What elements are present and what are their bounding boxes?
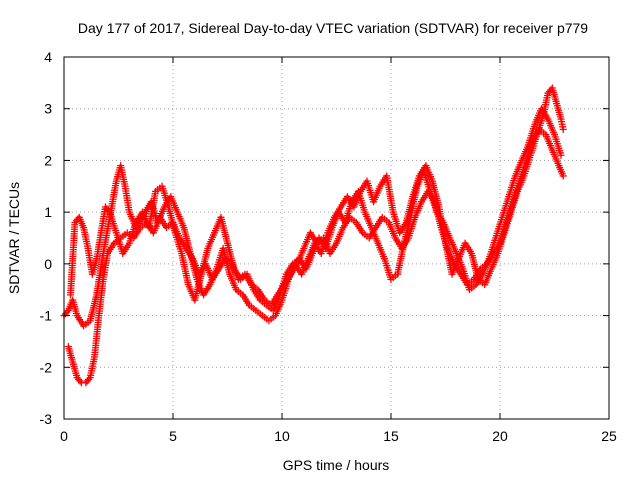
data-points <box>60 84 567 387</box>
data-point <box>557 151 565 159</box>
plot-frame <box>63 56 610 420</box>
y-tick-label: -3 <box>40 411 53 427</box>
y-tick-label: 2 <box>44 152 52 168</box>
x-tick-label: 15 <box>383 428 399 444</box>
y-tick-label: 3 <box>44 101 52 117</box>
axis-ticks: 0 5 10 15 20 25 -3 -2 -1 0 1 2 3 4 <box>40 49 617 444</box>
chart-title: Day 177 of 2017, Sidereal Day-to-day VTE… <box>78 20 588 36</box>
x-tick-label: 5 <box>169 428 177 444</box>
data-point <box>559 172 567 180</box>
y-axis-label: SDTVAR / TECUs <box>6 182 22 294</box>
x-tick-label: 25 <box>601 428 617 444</box>
y-tick-label: 1 <box>44 204 52 220</box>
x-tick-label: 0 <box>60 428 68 444</box>
y-tick-label: -1 <box>40 308 53 324</box>
series-trace-c <box>67 105 565 314</box>
y-tick-label: 4 <box>44 49 52 65</box>
y-tick-label: -2 <box>40 359 53 375</box>
data-point <box>559 125 567 133</box>
y-tick-label: 0 <box>44 256 52 272</box>
series-trace-a <box>60 84 567 330</box>
x-tick-label: 10 <box>274 428 290 444</box>
x-axis-label: GPS time / hours <box>283 457 390 473</box>
grid-lines <box>64 57 609 419</box>
x-tick-label: 20 <box>492 428 508 444</box>
